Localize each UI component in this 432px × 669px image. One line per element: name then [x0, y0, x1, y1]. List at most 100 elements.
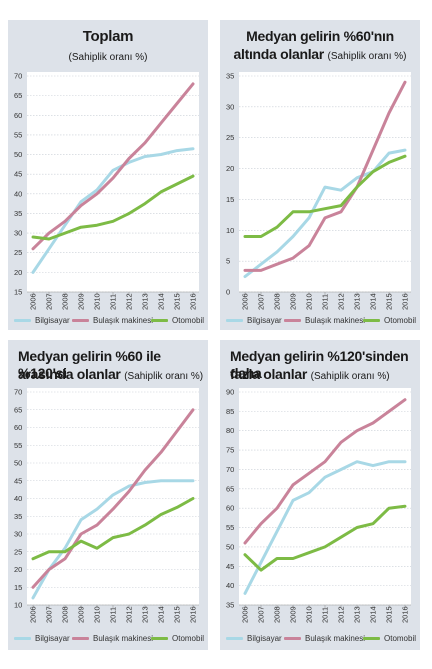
- chart-legend: Bilgisayar Bulaşık makinesi Otomobil: [220, 634, 420, 646]
- y-tick-label: 60: [14, 423, 22, 432]
- x-tick-label: 2007: [257, 293, 266, 310]
- line-chart: 10 15 20 25 30 35 40 45 50 55 60 65 70 2006 2007 2008 20…: [14, 388, 199, 623]
- legend-label: Bulaşık makinesi: [305, 316, 366, 325]
- series-line-bulasik: [243, 80, 407, 272]
- legend-swatch: [363, 319, 380, 322]
- y-tick-label: 25: [226, 133, 234, 142]
- chart-panel-orta-gelir: Medyan gelirin %60 ile %120'si arasında …: [8, 340, 208, 650]
- legend-item-bulasik: Bulaşık makinesi: [284, 316, 365, 325]
- line-chart: 35 40 45 50 55 60 65 70 75 80 85 90 2006 2007 2008 2009…: [226, 388, 411, 623]
- legend-label: Bulaşık makinesi: [93, 316, 154, 325]
- y-tick-label: 15: [14, 288, 22, 297]
- x-tick-label: 2013: [353, 606, 362, 623]
- y-tick-label: 40: [14, 494, 22, 503]
- x-tick-label: 2015: [173, 293, 182, 310]
- y-tick-label: 80: [226, 426, 234, 435]
- x-tick-label: 2007: [45, 293, 54, 310]
- legend-item-otomobil: Otomobil: [363, 634, 416, 643]
- x-tick-label: 2012: [125, 293, 134, 310]
- legend-label: Bilgisayar: [247, 634, 282, 643]
- y-tick-label: 35: [14, 209, 22, 218]
- y-tick-label: 45: [14, 170, 22, 179]
- chart-title-part: fazla olanlar: [230, 366, 308, 382]
- y-tick-label: 5: [226, 257, 230, 266]
- y-tick-label: 60: [14, 111, 22, 120]
- x-tick-label: 2006: [241, 606, 250, 623]
- y-tick-label: 90: [226, 388, 234, 397]
- legend-swatch: [72, 319, 89, 322]
- x-tick-label: 2009: [289, 293, 298, 310]
- chart-title: Medyan gelirin %120'sinden daha: [230, 348, 409, 381]
- x-tick-label: 2014: [369, 293, 378, 310]
- legend-label: Bilgisayar: [35, 634, 70, 643]
- chart-title-line2: fazla olanlar (Sahiplik oranı %): [220, 366, 420, 385]
- chart-panel-dusuk-gelir: Medyan gelirin %60'nın altında olanlar (…: [220, 20, 420, 330]
- series-line-bilgisayar: [31, 147, 195, 274]
- x-tick-label: 2016: [401, 293, 410, 310]
- y-tick-label: 65: [14, 91, 22, 100]
- legend-item-bilgisayar: Bilgisayar: [226, 316, 282, 325]
- legend-item-bulasik: Bulaşık makinesi: [284, 634, 365, 643]
- y-tick-label: 70: [14, 388, 22, 397]
- chart-title-line2: arasında olanlar (Sahiplik oranı %): [8, 366, 208, 385]
- y-tick-label: 85: [226, 407, 234, 416]
- y-tick-label: 70: [226, 465, 234, 474]
- x-tick-label: 2009: [77, 293, 86, 310]
- plot-area: [239, 388, 411, 605]
- x-tick-label: 2015: [385, 293, 394, 310]
- x-tick-label: 2014: [369, 606, 378, 623]
- y-tick-label: 50: [226, 542, 234, 551]
- x-tick-label: 2014: [157, 606, 166, 623]
- legend-label: Otomobil: [172, 634, 205, 643]
- x-tick-label: 2013: [141, 606, 150, 623]
- y-tick-label: 55: [14, 130, 22, 139]
- legend-item-otomobil: Otomobil: [363, 316, 416, 325]
- legend-swatch: [14, 319, 31, 322]
- series-line-otomobil: [243, 504, 407, 572]
- x-tick-label: 2006: [29, 606, 38, 623]
- series-line-otomobil: [31, 497, 195, 561]
- legend-item-otomobil: Otomobil: [151, 634, 204, 643]
- y-tick-label: 55: [226, 523, 234, 532]
- legend-swatch: [14, 637, 31, 640]
- legend-swatch: [226, 637, 243, 640]
- y-tick-label: 35: [226, 72, 234, 81]
- chart-panel-yuksek-gelir: Medyan gelirin %120'sinden daha fazla ol…: [220, 340, 420, 650]
- x-tick-label: 2012: [125, 606, 134, 623]
- x-tick-label: 2011: [321, 607, 330, 623]
- legend-item-bilgisayar: Bilgisayar: [226, 634, 282, 643]
- x-tick-label: 2014: [157, 293, 166, 310]
- y-tick-label: 55: [14, 441, 22, 450]
- x-tick-label: 2008: [273, 606, 282, 623]
- y-tick-label: 40: [226, 581, 234, 590]
- y-tick-label: 50: [14, 459, 22, 468]
- y-tick-label: 60: [226, 504, 234, 513]
- legend-label: Otomobil: [172, 316, 205, 325]
- x-tick-label: 2016: [189, 606, 198, 623]
- y-tick-label: 20: [226, 164, 234, 173]
- y-tick-label: 45: [14, 476, 22, 485]
- x-tick-label: 2010: [93, 293, 102, 310]
- series-line-bulasik: [31, 82, 195, 251]
- x-tick-label: 2007: [257, 606, 266, 623]
- y-tick-label: 15: [14, 583, 22, 592]
- chart-panel-toplam: Toplam (Sahiplik oranı %) 15 20 25 30 35 40 45…: [8, 20, 208, 330]
- x-tick-label: 2006: [241, 293, 250, 310]
- x-tick-label: 2011: [109, 607, 118, 623]
- x-tick-label: 2009: [289, 606, 298, 623]
- x-tick-label: 2008: [273, 293, 282, 310]
- chart-subtitle: (Sahiplik oranı %): [68, 52, 148, 63]
- legend-item-bulasik: Bulaşık makinesi: [72, 634, 153, 643]
- legend-item-bilgisayar: Bilgisayar: [14, 316, 70, 325]
- y-tick-label: 30: [226, 102, 234, 111]
- chart-legend: Bilgisayar Bulaşık makinesi Otomobil: [220, 316, 420, 328]
- y-tick-label: 40: [14, 189, 22, 198]
- y-tick-label: 20: [14, 565, 22, 574]
- y-tick-label: 35: [226, 601, 234, 610]
- legend-label: Bulaşık makinesi: [93, 634, 154, 643]
- legend-label: Bilgisayar: [35, 316, 70, 325]
- y-tick-label: 0: [226, 288, 230, 297]
- y-tick-label: 30: [14, 229, 22, 238]
- x-tick-label: 2006: [29, 293, 38, 310]
- plot-area: [239, 72, 411, 292]
